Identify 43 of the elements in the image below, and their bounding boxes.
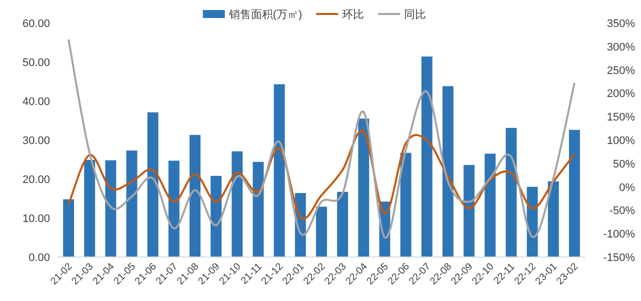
bar [84,160,96,257]
bar [506,128,517,257]
y2-tick-label: -50% [609,205,636,218]
y2-tick-label: 50% [612,158,636,170]
y-tick-label: 30.00 [22,135,50,147]
bar [337,192,348,257]
y2-tick-label: 150% [606,112,636,124]
bar [274,84,285,257]
bar [63,199,74,257]
bar [421,56,432,257]
bar [316,206,327,257]
y-tick-label: 40.00 [22,96,50,108]
bar [526,186,538,257]
legend-label: 销售面积(万㎡) [228,9,302,21]
y-tick-label: 10.00 [22,213,50,225]
bar [168,160,180,257]
y-tick-label: 20.00 [22,174,50,186]
bar [126,150,138,257]
bar [210,176,222,257]
y2-tick-label: 350% [606,18,636,30]
y-tick-label: 50.00 [22,57,50,69]
bar [548,181,559,257]
y-tick-label: 60.00 [22,18,50,30]
y2-tick-label: 100% [606,135,636,147]
y2-tick-label: 0% [619,182,636,194]
y2-tick-label: 250% [606,64,636,77]
y2-tick-label: 300% [606,41,636,54]
y2-tick-label: -100% [603,228,636,241]
bar [442,86,454,257]
legend-label: 同比 [404,8,426,21]
y2-tick-label: 200% [606,88,636,100]
y-tick-label: 0.00 [28,252,50,264]
bar [400,152,412,257]
y2-tick-label: -150% [603,252,636,264]
bar [358,118,370,257]
legend-label: 环比 [342,8,364,21]
bar [105,160,116,257]
bar [464,164,475,257]
bar [232,151,243,257]
bar [568,130,580,257]
bar [190,134,200,257]
bar [147,112,158,257]
bar [484,154,496,257]
